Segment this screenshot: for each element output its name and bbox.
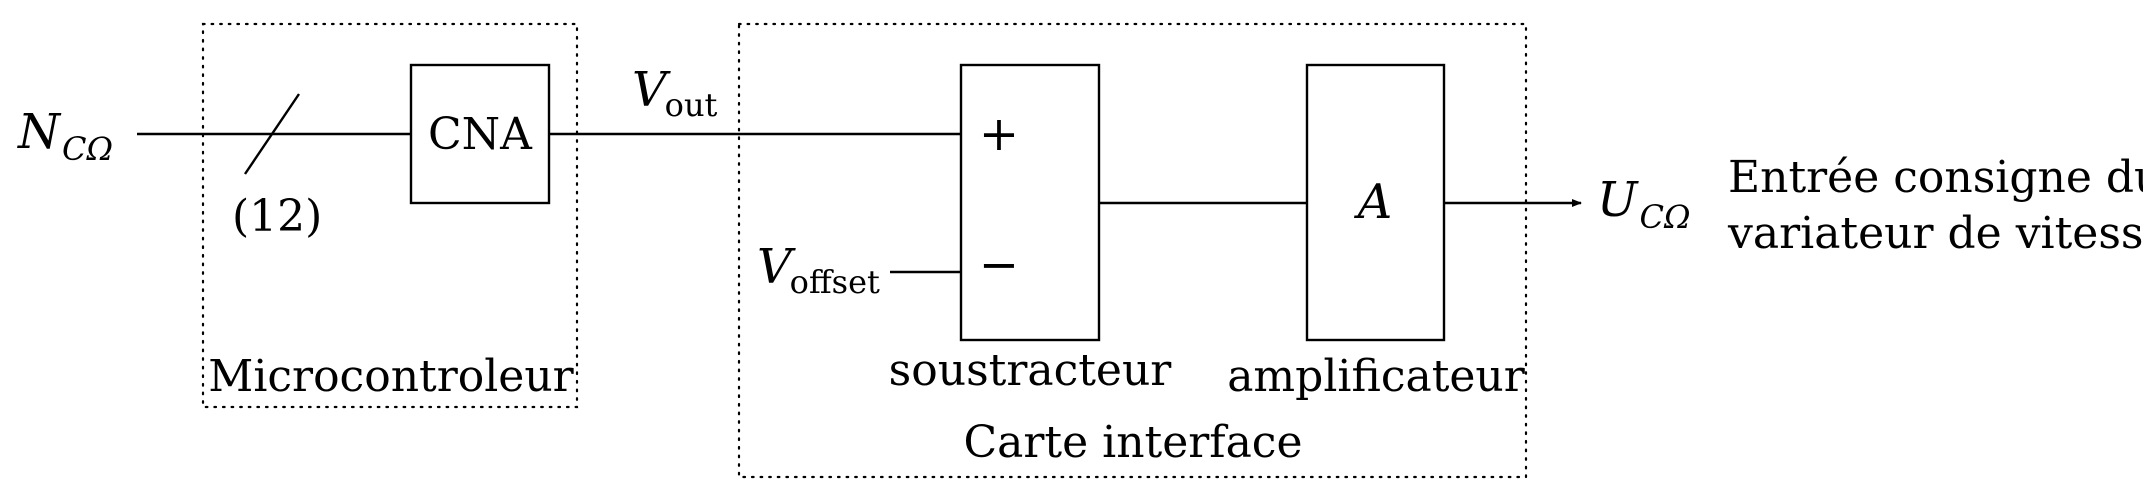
microcontroller-label: Microcontroleur <box>208 351 574 402</box>
output-description-line2: variateur de vitesse <box>1727 208 2143 259</box>
amplifier-label: amplificateur <box>1227 351 1526 402</box>
cna-block <box>409 63 551 205</box>
output-label: UCΩ <box>1597 172 1690 236</box>
cna-label: CNA <box>428 109 533 160</box>
amplifier-gain-label: A <box>1354 174 1393 230</box>
interface-card-label: Carte interface <box>963 417 1302 468</box>
output-description-line1: Entrée consigne du <box>1728 152 2143 203</box>
voffset-label: Voffset <box>757 239 880 301</box>
plus-sign: + <box>979 106 1019 162</box>
subtractor-label: soustracteur <box>889 345 1173 396</box>
amplifier-block <box>1305 63 1446 342</box>
minus-sign: − <box>979 237 1019 293</box>
input-label: NCΩ <box>17 104 113 168</box>
interface-card-group-box <box>737 22 1528 479</box>
bus-slash <box>244 93 300 175</box>
subtractor-block <box>959 63 1101 342</box>
vout-label: Vout <box>632 62 718 124</box>
bus-width-label: (12) <box>232 191 322 242</box>
